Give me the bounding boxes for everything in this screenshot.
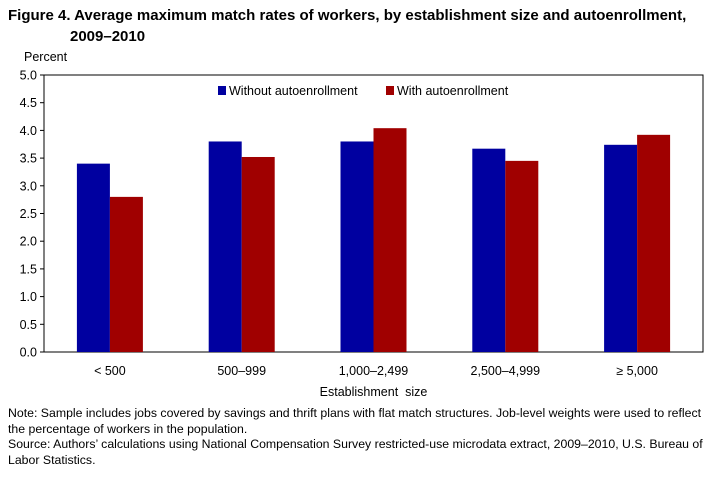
chart-title-line2: 2009–2010 xyxy=(70,28,146,45)
y-tick-label: 1.5 xyxy=(20,262,37,276)
x-tick-label: 500–999 xyxy=(217,364,266,378)
chart-title-line1: Figure 4. Average maximum match rates of… xyxy=(8,7,687,24)
x-tick-label: ≥ 5,000 xyxy=(616,364,658,378)
notes-block: Note: Sample includes jobs covered by sa… xyxy=(8,406,708,468)
bar-with-autoenrollment-3 xyxy=(373,128,407,352)
y-tick-label: 2.0 xyxy=(20,235,37,249)
legend-swatch-without xyxy=(218,86,226,95)
bar-without-autoenrollment-5 xyxy=(604,144,638,352)
y-tick-label: 2.5 xyxy=(20,207,37,221)
bar-with-autoenrollment-1 xyxy=(109,196,143,352)
y-tick-label: 3.0 xyxy=(20,179,37,193)
x-tick-label: < 500 xyxy=(94,364,126,378)
y-tick-label: 0.5 xyxy=(20,318,37,332)
bar-with-autoenrollment-5 xyxy=(637,134,671,352)
x-tick-label: 1,000–2,499 xyxy=(339,364,409,378)
bar-with-autoenrollment-2 xyxy=(241,156,275,352)
y-tick-label: 4.5 xyxy=(20,96,37,110)
bar-without-autoenrollment-4 xyxy=(472,148,506,352)
y-axis-label: Percent xyxy=(24,50,68,64)
y-tick-label: 0.0 xyxy=(20,346,37,360)
note-text: Note: Sample includes jobs covered by sa… xyxy=(8,406,702,436)
y-tick-label: 5.0 xyxy=(20,69,37,83)
bar-without-autoenrollment-2 xyxy=(208,141,242,352)
legend-swatch-with xyxy=(386,86,394,95)
y-tick-label: 3.5 xyxy=(20,152,37,166)
y-tick-label: 1.0 xyxy=(20,290,37,304)
legend-label-with: With autoenrollment xyxy=(397,84,509,98)
bar-without-autoenrollment-1 xyxy=(76,163,110,352)
source-text: Source: Authors’ calculations using Nati… xyxy=(8,437,703,467)
bar-without-autoenrollment-3 xyxy=(340,141,374,352)
x-axis-label: Establishment size xyxy=(320,385,428,399)
legend-label-without: Without autoenrollment xyxy=(229,84,358,98)
bar-chart: Percent 0.0 0.5 1.0 1.5 2.0 2.5 3.0 3.5 4.0 4.5 5.0… xyxy=(20,50,704,399)
chart-title: Figure 4. Average maximum match rates of… xyxy=(8,5,708,47)
y-tick-label: 4.0 xyxy=(20,124,37,138)
x-tick-label: 2,500–4,999 xyxy=(471,364,541,378)
bar-with-autoenrollment-4 xyxy=(505,160,539,352)
